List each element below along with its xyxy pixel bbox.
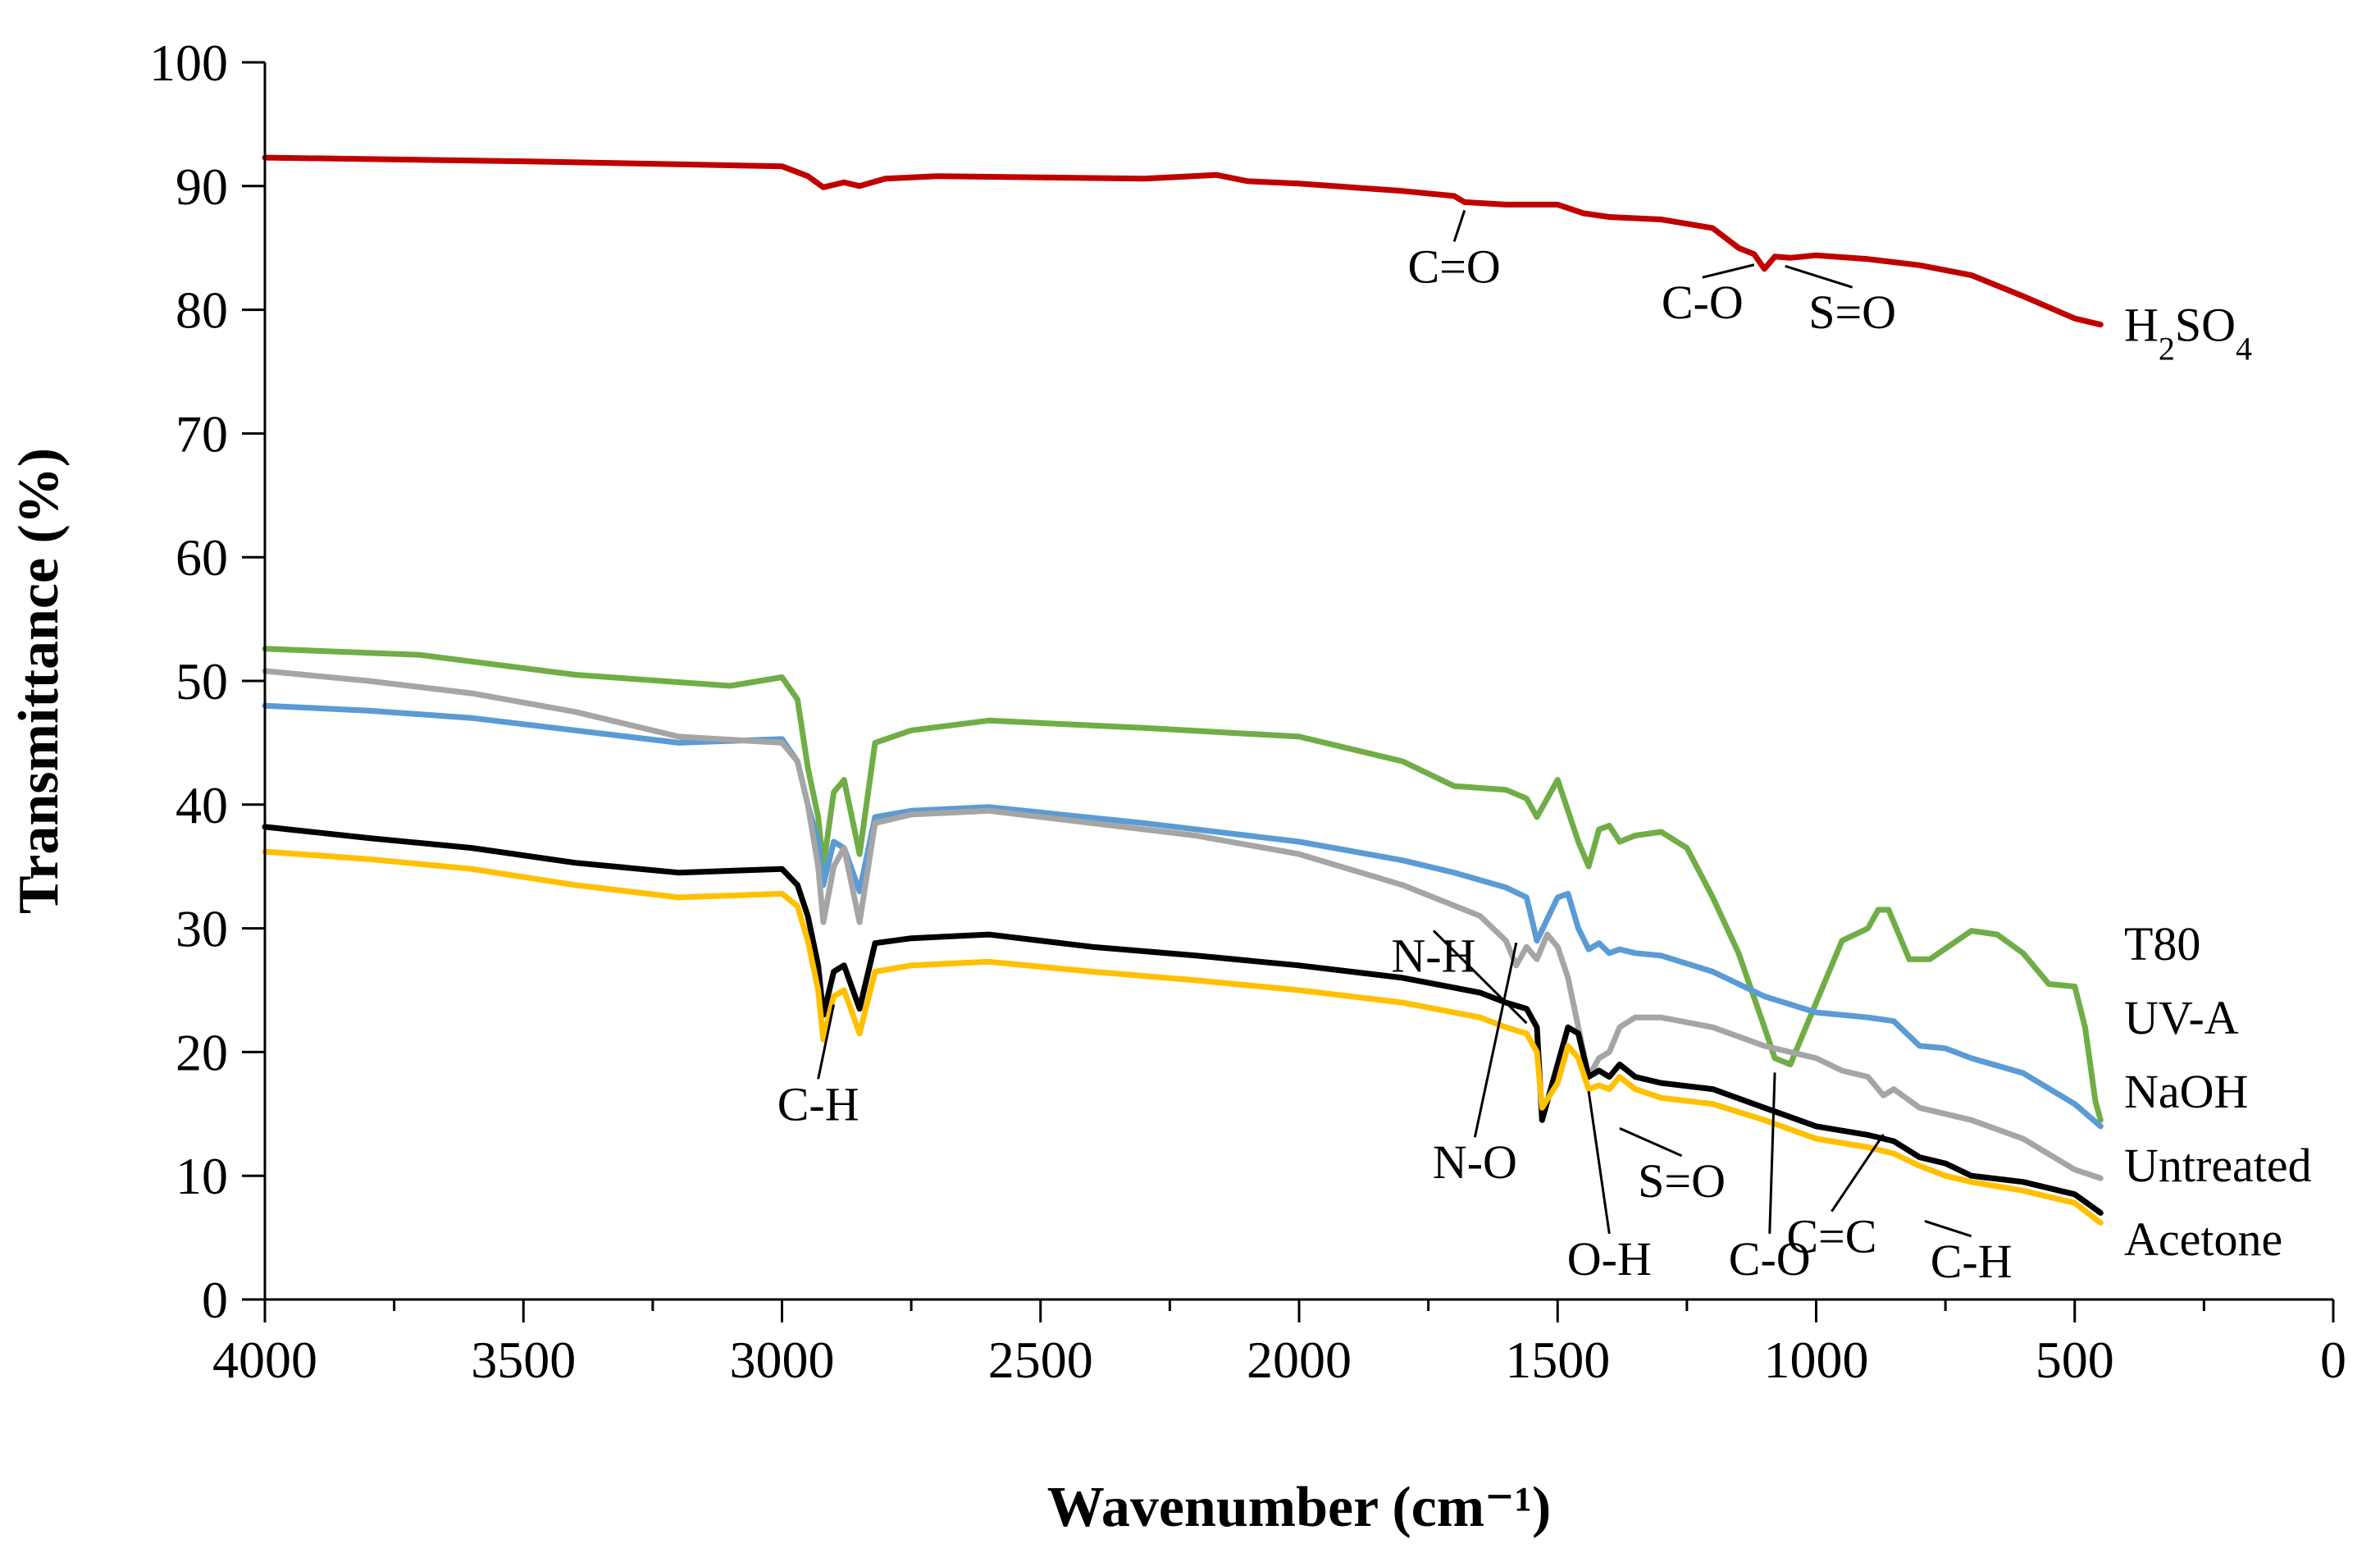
annotation-label: N-H	[1391, 929, 1475, 982]
annotation-layer: C=OC-O S=OC-HN-HN-OO-HS=OC-OC=C C-H	[777, 209, 2013, 1288]
series-line-acetone	[262, 848, 2104, 1226]
y-tick-label: 90	[176, 158, 228, 216]
series-line-h2so4	[262, 154, 2104, 328]
annotation-leader	[817, 1004, 836, 1080]
x-tick-label: 1500	[1505, 1331, 1610, 1389]
legend-label-acetone: Acetone	[2124, 1213, 2282, 1266]
series-line-untreated	[262, 824, 2104, 1216]
y-tick-label: 40	[176, 776, 228, 834]
annotation-label: N-O	[1433, 1135, 1517, 1189]
annotation-leader	[1785, 264, 1853, 289]
annotation-leader	[1831, 1134, 1885, 1213]
annotation-label: C-O	[1662, 276, 1744, 329]
legend-label-untreated: Untreated	[2124, 1139, 2312, 1192]
annotation-label: C=C	[1786, 1210, 1876, 1263]
y-axis-title: Transmittance (%)	[7, 448, 71, 914]
annotation-leader	[1432, 929, 1528, 1025]
annotation-label: C=O	[1408, 240, 1501, 293]
y-tick-label: 70	[176, 404, 228, 463]
y-tick-label: 80	[176, 281, 228, 340]
annotation-leader	[1473, 942, 1518, 1138]
y-tick-label: 30	[176, 900, 228, 958]
annotation-leader	[1768, 1072, 1776, 1234]
x-ticks: 4000 3500 3000 2500 2000 1500 1000 500 0	[212, 1299, 2346, 1389]
y-tick-label: 100	[149, 34, 228, 92]
annotation-label: O-H	[1567, 1232, 1652, 1286]
y-tick-label: 50	[176, 652, 228, 710]
x-tick-label: 4000	[212, 1331, 317, 1389]
x-tick-label: 3500	[471, 1331, 576, 1389]
x-tick-label: 1000	[1764, 1331, 1869, 1389]
annotation-label: S=O	[1638, 1154, 1726, 1208]
annotation-label: C-O	[1729, 1232, 1811, 1286]
y-tick-label: 60	[176, 528, 228, 587]
x-tick-label: 2000	[1247, 1331, 1352, 1389]
legend-label-h2so4: H2SO4	[2124, 299, 2252, 368]
legend-label-naoh: NaOH	[2124, 1065, 2248, 1118]
y-tick-label: 10	[176, 1147, 228, 1205]
x-tick-label: 3000	[730, 1331, 835, 1389]
axes-layer	[263, 62, 2333, 1301]
annotation-leader	[1702, 263, 1755, 279]
legend-label-uv-a: UV-A	[2124, 991, 2239, 1044]
y-tick-label: 20	[176, 1023, 228, 1081]
x-tick-label: 500	[2036, 1331, 2114, 1389]
annotation-label: C-H	[1931, 1235, 2013, 1288]
legend-label-t80: T80	[2124, 917, 2200, 971]
annotation-leader	[1452, 209, 1466, 242]
annotation-leader	[1924, 1220, 1972, 1238]
x-tick-label: 2500	[988, 1331, 1093, 1389]
annotation-label: S=O	[1808, 285, 1896, 339]
x-tick-label: 0	[2320, 1331, 2346, 1389]
y-tick-label: 0	[202, 1271, 228, 1329]
annotation-leader	[1587, 1090, 1611, 1235]
y-ticks: 0 10 20 30 40 50 60 70 80 90 100	[149, 34, 265, 1329]
x-axis-title: Wavenumber (cm⁻¹)	[1047, 1476, 1552, 1539]
series-line-t80	[262, 646, 2104, 1123]
annotation-leader	[1619, 1126, 1683, 1158]
legend: H2SO4 T80 UV-A NaOH Untreated Acetone	[2124, 299, 2312, 1266]
annotation-label: C-H	[777, 1077, 859, 1130]
series-layer	[262, 154, 2104, 1226]
series-line-naoh	[262, 668, 2104, 1181]
